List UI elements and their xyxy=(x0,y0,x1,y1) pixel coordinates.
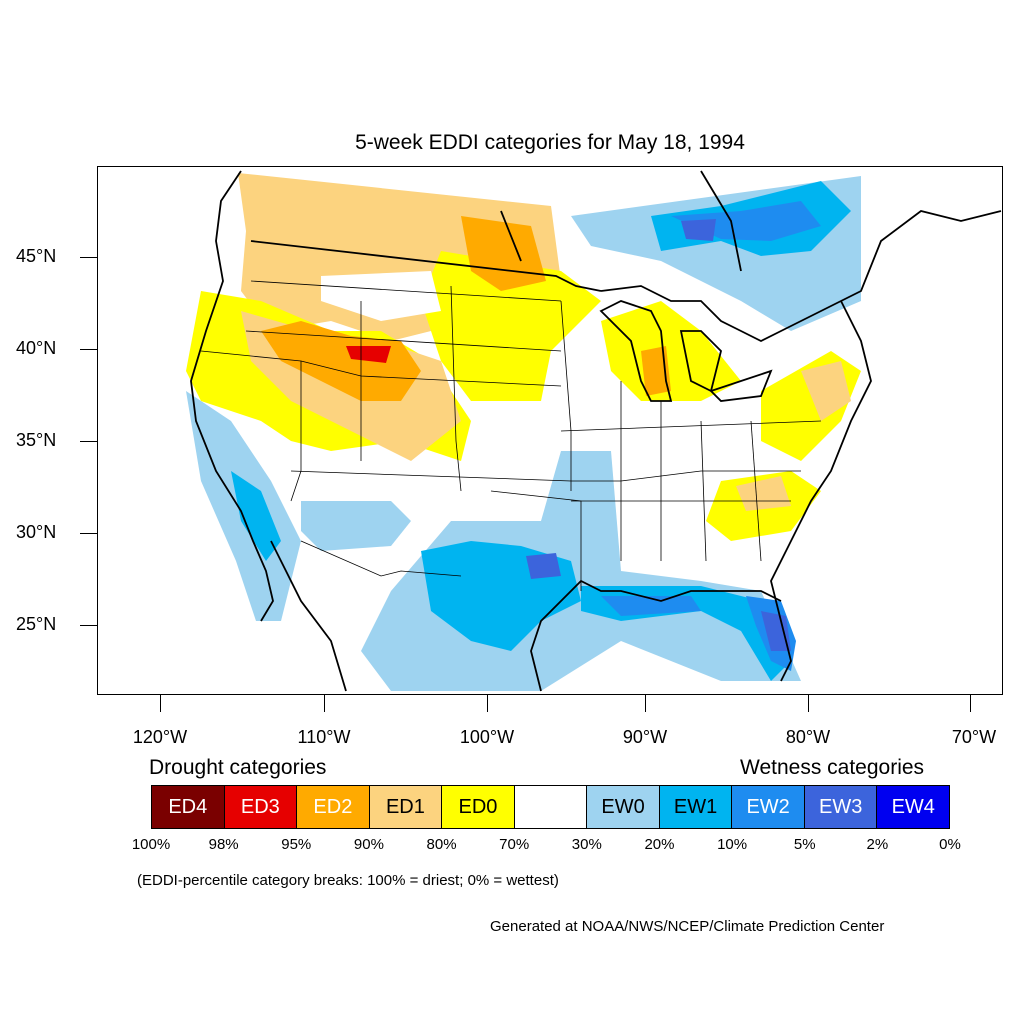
lat-label-45: 45°N xyxy=(16,246,57,266)
percent-break-label: 80% xyxy=(426,836,457,853)
lon-label-80: 80°W xyxy=(785,727,831,747)
lon-label-90: 90°W xyxy=(622,727,668,747)
lat-label-35: 35°N xyxy=(16,430,57,450)
ew3-region-florida xyxy=(761,611,791,651)
ew3-region-quebec xyxy=(681,219,716,241)
ed0-region-plains xyxy=(421,251,601,401)
percent-break-label: 30% xyxy=(571,836,602,853)
lat-tick-35 xyxy=(80,441,97,442)
legend-swatch-normal xyxy=(514,786,588,828)
normal-region-montana xyxy=(321,271,441,321)
percent-break-label: 90% xyxy=(353,836,384,853)
lon-label-120: 120°W xyxy=(132,727,188,747)
drought-heading: Drought categories xyxy=(149,756,327,779)
lon-tick-70 xyxy=(970,695,971,712)
legend-swatch-ed1: ED1 xyxy=(369,786,443,828)
ew2-region-gulf xyxy=(601,596,701,616)
percent-break-label: 0% xyxy=(939,836,961,853)
category-legend: ED4 ED3 ED2 ED1 ED0 EW0 EW1 EW2 EW3 EW4 xyxy=(151,785,950,829)
percent-break-label: 100% xyxy=(131,836,171,853)
lat-label-25: 25°N xyxy=(16,614,57,634)
legend-note: (EDDI-percentile category breaks: 100% =… xyxy=(137,872,559,889)
ew1-region-california xyxy=(231,471,281,561)
lon-tick-120 xyxy=(160,695,161,712)
ew3-region-texas xyxy=(526,553,561,579)
lon-tick-110 xyxy=(324,695,325,712)
state-borders xyxy=(200,280,822,591)
lon-label-100: 100°W xyxy=(459,727,515,747)
credit-line: Generated at NOAA/NWS/NCEP/Climate Predi… xyxy=(490,918,885,935)
percent-break-label: 2% xyxy=(866,836,889,853)
map-canvas xyxy=(186,170,1002,692)
lat-tick-25 xyxy=(80,625,97,626)
percent-break-label: 20% xyxy=(644,836,675,853)
ew0-region-southwest xyxy=(301,501,411,551)
legend-swatch-ew2: EW2 xyxy=(732,786,805,828)
legend-swatch-ew0: EW0 xyxy=(587,786,660,828)
lon-tick-90 xyxy=(645,695,646,712)
lon-tick-100 xyxy=(487,695,488,712)
legend-swatch-ed3: ED3 xyxy=(224,786,298,828)
ed2-region-wyoming xyxy=(261,321,421,401)
lat-label-40: 40°N xyxy=(16,338,57,358)
lat-tick-40 xyxy=(80,349,97,350)
legend-swatch-ew4: EW4 xyxy=(877,786,950,828)
percent-break-label: 5% xyxy=(793,836,816,853)
wetness-heading: Wetness categories xyxy=(740,756,925,779)
legend-swatch-ew3: EW3 xyxy=(804,786,878,828)
lat-tick-30 xyxy=(80,533,97,534)
ed0-region-lakes xyxy=(601,301,741,401)
lon-tick-80 xyxy=(808,695,809,712)
percent-break-label: 70% xyxy=(499,836,530,853)
ed1-region-carolina xyxy=(736,476,791,511)
legend-swatch-ew1: EW1 xyxy=(659,786,733,828)
percent-break-label: 10% xyxy=(717,836,748,853)
coastlines xyxy=(190,170,1002,692)
percent-break-label: 95% xyxy=(281,836,312,853)
legend-swatch-ed2: ED2 xyxy=(297,786,370,828)
ed1-region-east xyxy=(801,361,851,421)
map-title: 5-week EDDI categories for May 18, 1994 xyxy=(355,131,745,154)
percent-break-label: 98% xyxy=(208,836,239,853)
legend-swatch-ed4: ED4 xyxy=(152,786,225,828)
legend-swatch-ed0: ED0 xyxy=(442,786,515,828)
lat-label-30: 30°N xyxy=(16,522,57,542)
lon-label-110: 110°W xyxy=(297,727,351,747)
lon-label-70: 70°W xyxy=(951,727,997,747)
lat-tick-45 xyxy=(80,257,97,258)
ed3-region-wyoming xyxy=(346,346,391,363)
eddi-map xyxy=(97,166,1003,695)
